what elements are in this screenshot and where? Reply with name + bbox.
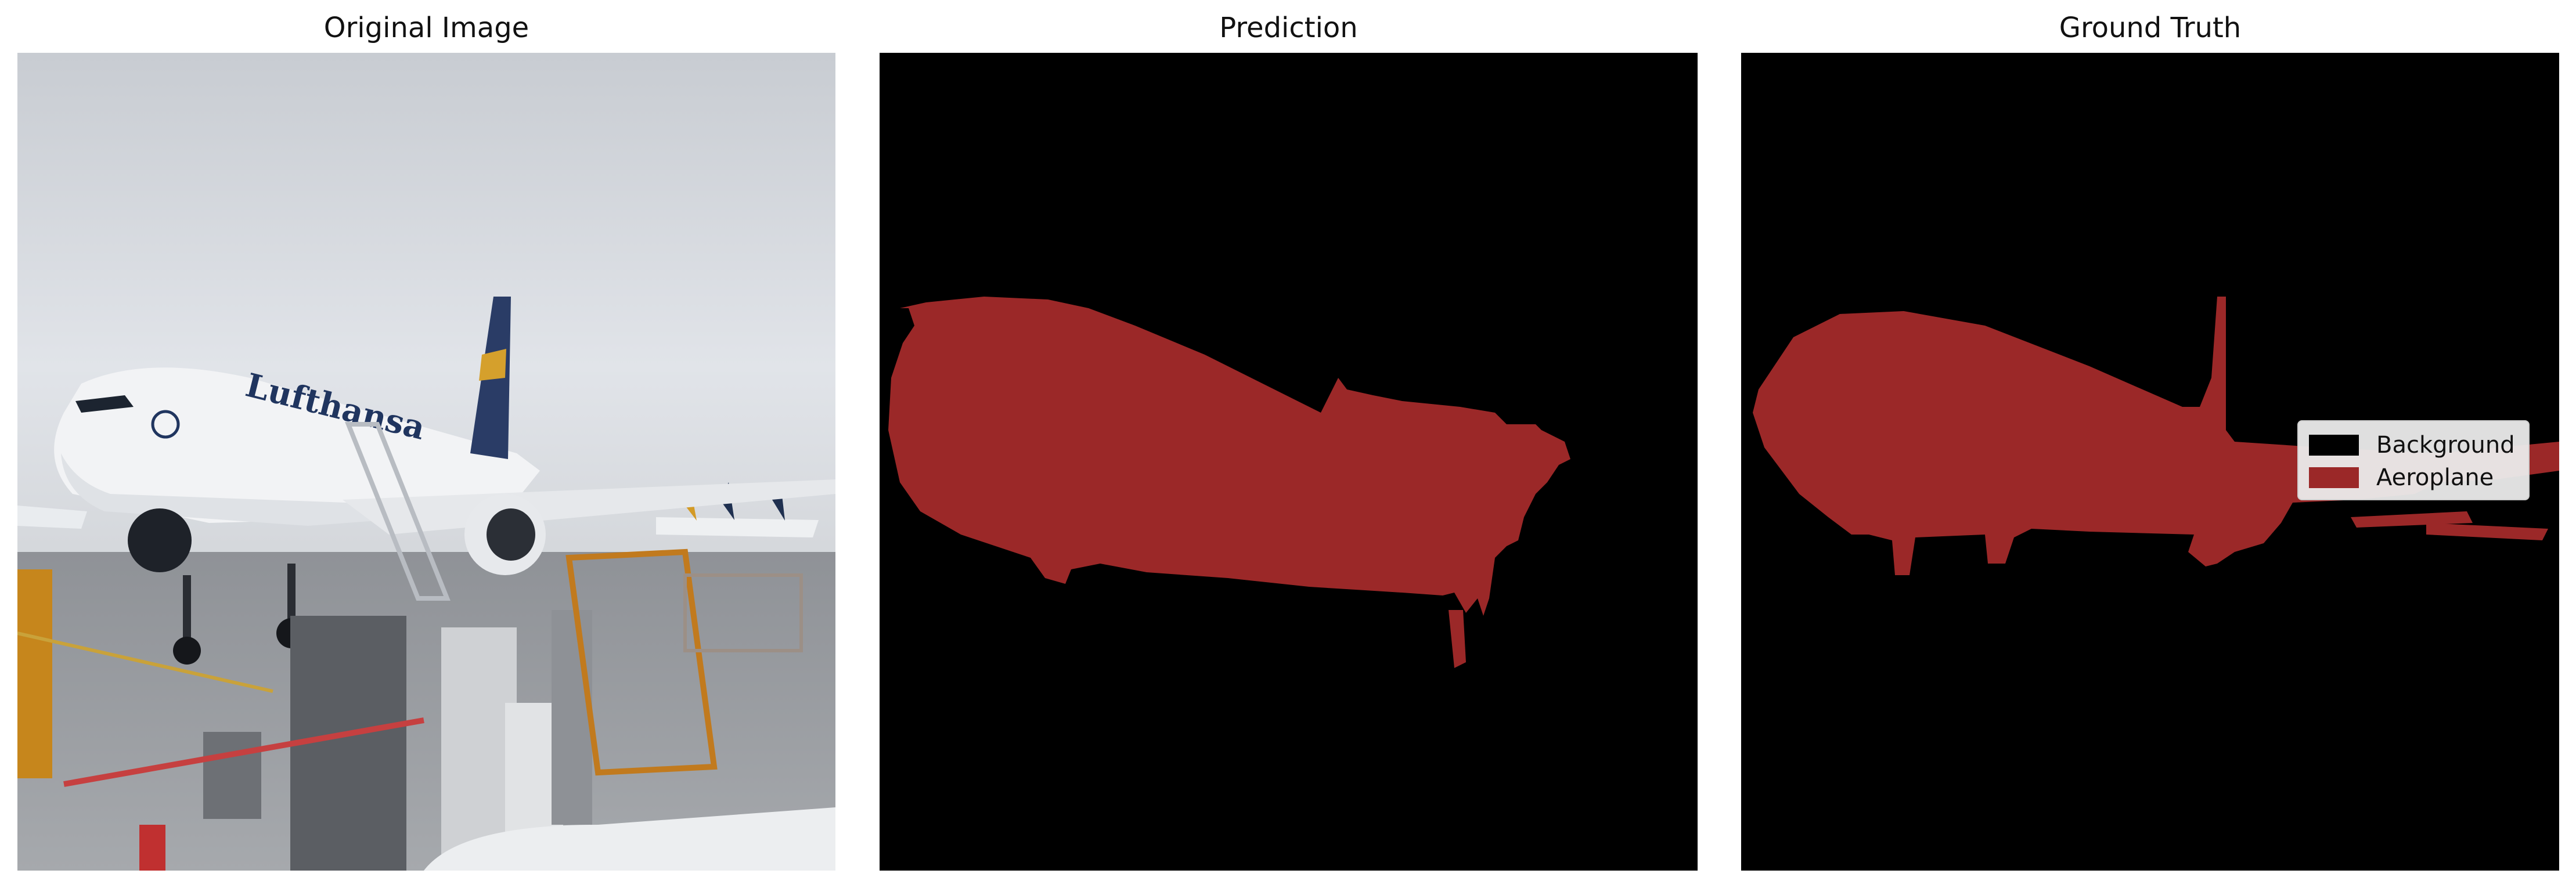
legend-label-background: Background — [2376, 432, 2515, 459]
legend-swatch-aeroplane — [2309, 467, 2359, 488]
panel-title-ground-truth: Ground Truth — [2059, 12, 2242, 44]
legend-item-background: Background — [2309, 431, 2515, 460]
prediction-aeroplane-fragment — [1449, 610, 1466, 668]
airport-scene: Lufthansa — [17, 53, 835, 871]
ground-truth-wing-fragment-2 — [2426, 523, 2548, 540]
legend-swatch-background — [2309, 435, 2359, 456]
prediction-aeroplane-region — [888, 297, 1570, 616]
legend: Background Aeroplane — [2297, 420, 2530, 500]
ground-truth-aeroplane-region — [1753, 297, 2559, 575]
original-image: Lufthansa — [17, 53, 835, 871]
panel-title-prediction: Prediction — [1219, 12, 1358, 44]
ground-truth-wing-fragment — [2351, 511, 2473, 528]
legend-item-aeroplane: Aeroplane — [2309, 463, 2494, 492]
panel-title-original: Original Image — [323, 12, 529, 44]
legend-label-aeroplane: Aeroplane — [2376, 464, 2494, 491]
prediction-mask-image — [880, 53, 1698, 871]
prediction-mask — [880, 53, 1698, 871]
